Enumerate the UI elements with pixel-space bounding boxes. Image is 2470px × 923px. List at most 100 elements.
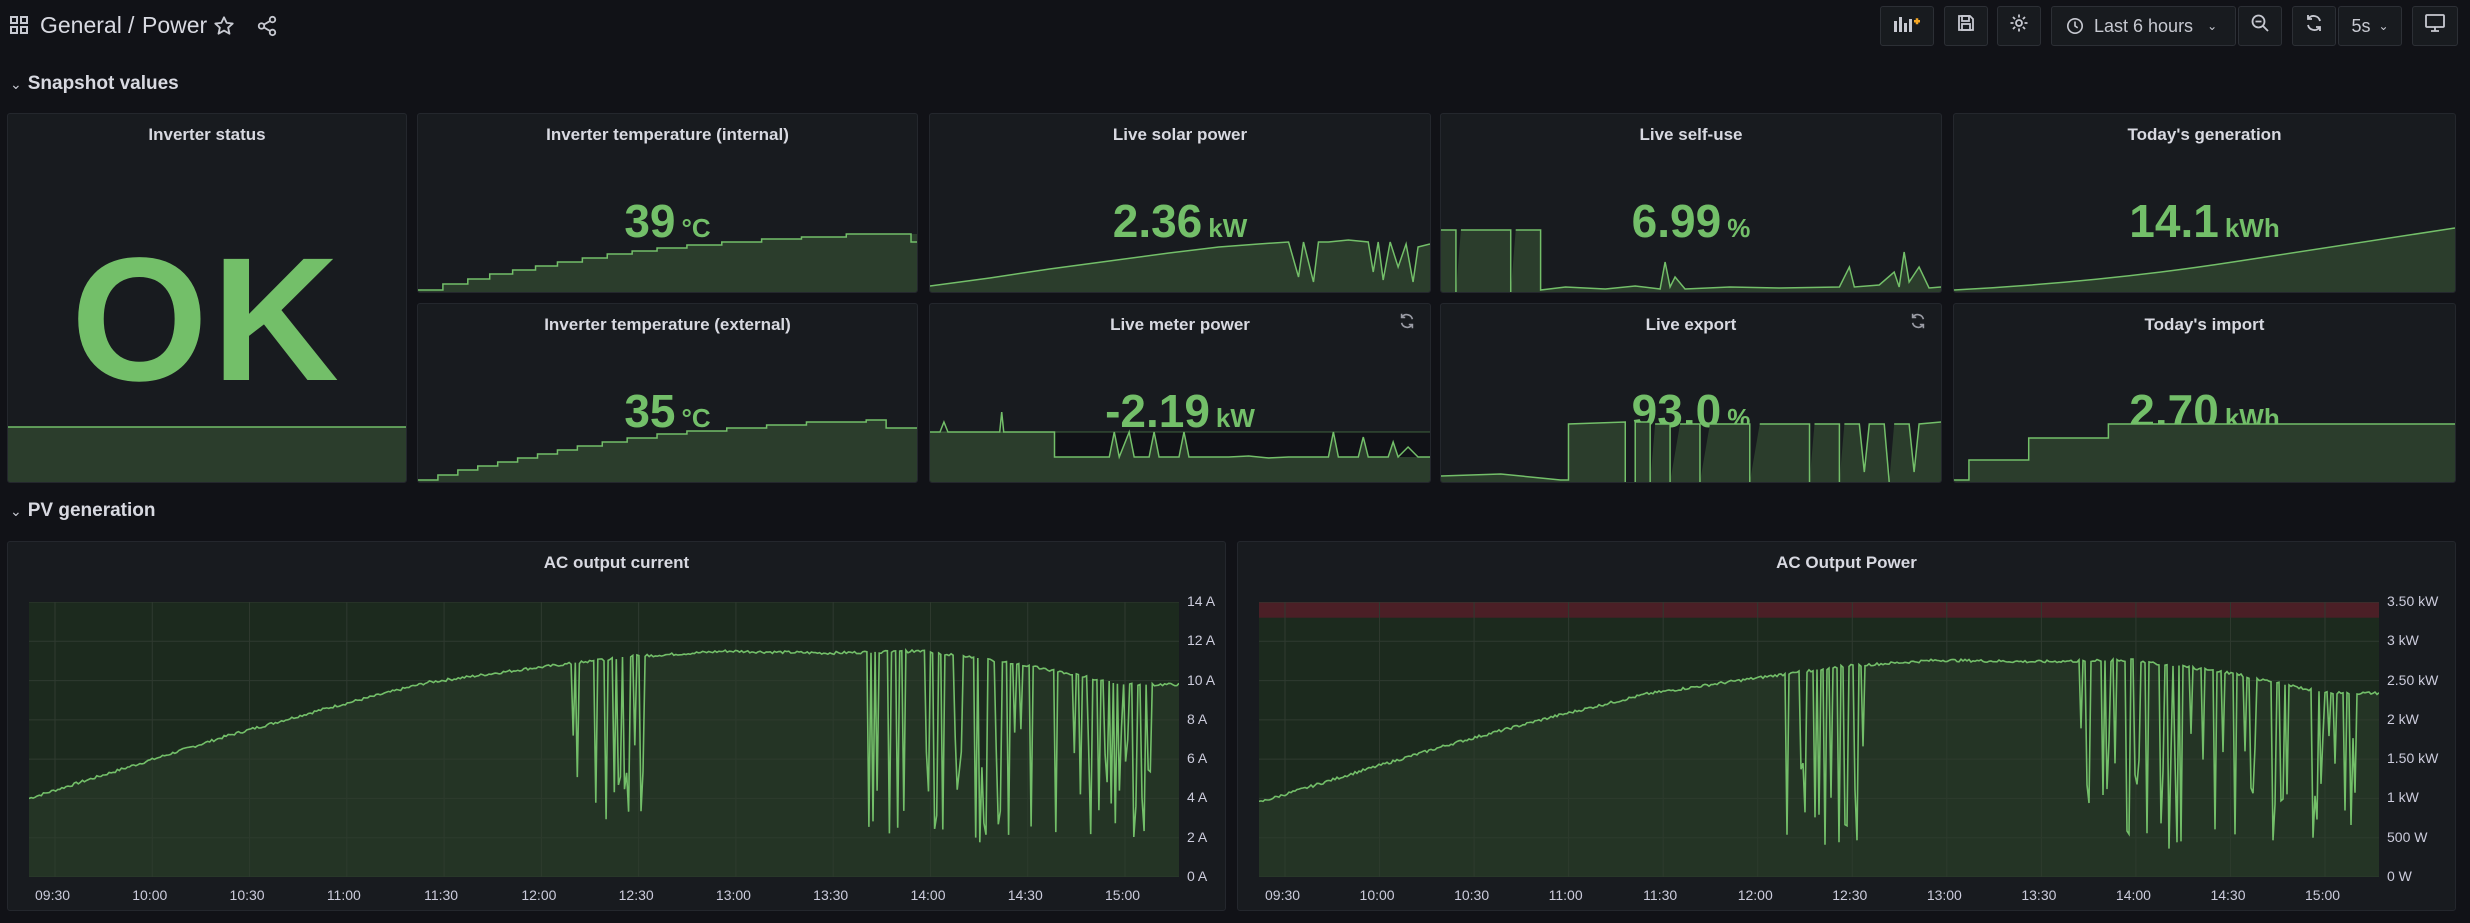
- y-tick-label: 8 A: [1187, 710, 1208, 727]
- stat-value: 14.1 kWh: [2129, 195, 2280, 247]
- sparkline: [1441, 229, 1941, 292]
- stat-value: 35 °C: [624, 385, 711, 437]
- breadcrumb-dashboard[interactable]: Power: [142, 12, 208, 38]
- chevron-down-icon: ⌄: [2378, 19, 2389, 33]
- y-tick-label: 1 kW: [2387, 789, 2419, 806]
- panel-title: Inverter temperature (external): [544, 315, 791, 334]
- panel-title: Live meter power: [1110, 315, 1250, 334]
- x-tick-label: 09:30: [1265, 887, 1301, 903]
- x-tick-label: 13:00: [1926, 887, 1962, 903]
- x-tick-label: 14:00: [910, 887, 946, 903]
- x-tick-label: 14:30: [2210, 887, 2246, 903]
- x-tick-label: 10:00: [1359, 887, 1395, 903]
- y-tick-label: 0 A: [1187, 868, 1208, 884]
- star-icon[interactable]: [212, 14, 236, 38]
- y-tick-label: 12 A: [1187, 632, 1216, 649]
- row-header-pv-generation[interactable]: ⌄ PV generation: [10, 500, 155, 522]
- panel-title: AC output current: [543, 553, 690, 572]
- x-tick-label: 14:30: [1007, 887, 1043, 903]
- x-tick-label: 15:00: [2305, 887, 2341, 903]
- panel-live-export[interactable]: Live export 93.0%: [1440, 303, 1942, 483]
- time-range-picker[interactable]: Last 6 hours ⌄: [2051, 6, 2236, 46]
- y-tick-label: 10 A: [1187, 671, 1216, 688]
- stat-value: 2.36 kW: [1112, 195, 1248, 247]
- grid-icon[interactable]: [8, 14, 30, 36]
- x-tick-label: 13:00: [715, 887, 751, 903]
- refresh-interval-picker[interactable]: 5s ⌄: [2338, 6, 2402, 46]
- x-tick-label: 15:00: [1105, 887, 1141, 903]
- panel-inverter-status[interactable]: Inverter status OK: [7, 113, 407, 483]
- panel-title: Live export: [1645, 315, 1737, 334]
- timeseries-plot[interactable]: [29, 602, 1179, 877]
- timeseries-plot[interactable]: [1259, 602, 2379, 877]
- save-dashboard-button[interactable]: [1944, 6, 1988, 46]
- panel-todays-generation[interactable]: Today's generation 14.1 kWh: [1953, 113, 2456, 293]
- sparkline: [930, 239, 1430, 292]
- x-tick-label: 10:30: [1454, 887, 1490, 903]
- add-panel-button[interactable]: [1880, 6, 1934, 46]
- panel-title: Live solar power: [1112, 125, 1248, 144]
- sparkline: [8, 426, 406, 482]
- y-tick-label: 2 kW: [2387, 710, 2419, 727]
- sparkline: [418, 419, 917, 482]
- panel-temp-external[interactable]: Inverter temperature (external) 35 °C: [417, 303, 918, 483]
- zoom-out-button[interactable]: [2238, 6, 2282, 46]
- sparkline: [930, 412, 1430, 482]
- y-tick-label: 2.50 kW: [2387, 671, 2439, 688]
- top-navbar: General / Power: [0, 0, 2470, 52]
- x-tick-label: 12:00: [521, 887, 557, 903]
- stat-value: 6.99%: [1631, 195, 1751, 247]
- x-tick-label: 11:30: [1643, 887, 1678, 903]
- clock-icon: [2066, 17, 2084, 35]
- panel-title: Live self-use: [1639, 125, 1743, 144]
- y-tick-label: 1.50 kW: [2387, 750, 2439, 767]
- chevron-down-icon: ⌄: [2207, 19, 2218, 33]
- panel-ac-output-current[interactable]: AC output current 0 A 2 A 4 A 6 A 8 A 10 A 12 …: [7, 541, 1226, 911]
- panel-todays-import[interactable]: Today's import 2.70 kWh: [1953, 303, 2456, 483]
- x-tick-label: 13:30: [2021, 887, 2057, 903]
- panel-ac-output-power[interactable]: AC Output Power 0 W 500 W 1 kW 1.50 kW 2 kW 2…: [1237, 541, 2456, 911]
- refresh-button[interactable]: [2292, 6, 2336, 46]
- x-tick-label: 14:00: [2115, 887, 2151, 903]
- y-tick-label: 3 kW: [2387, 632, 2419, 649]
- x-tick-label: 09:30: [35, 887, 71, 903]
- x-tick-label: 10:00: [132, 887, 168, 903]
- panel-live-self-use[interactable]: Live self-use 6.99%: [1440, 113, 1942, 293]
- panel-title: AC Output Power: [1776, 553, 1917, 572]
- y-tick-label: 0 W: [2387, 868, 2412, 884]
- dashboard-settings-button[interactable]: [1997, 6, 2041, 46]
- x-tick-label: 13:30: [813, 887, 849, 903]
- sparkline: [1441, 421, 1941, 482]
- panel-title: Inverter temperature (internal): [546, 125, 789, 144]
- refresh-icon: [1398, 312, 1418, 332]
- panel-live-meter-power[interactable]: Live meter power -2.19 kW: [929, 303, 1431, 483]
- x-tick-label: 12:30: [618, 887, 654, 903]
- stat-value: OK: [71, 222, 343, 418]
- panel-temp-internal[interactable]: Inverter temperature (internal) 39 °C: [417, 113, 918, 293]
- y-tick-label: 6 A: [1187, 750, 1208, 767]
- sparkline: [1954, 227, 2455, 292]
- breadcrumb-folder[interactable]: General: [40, 12, 122, 38]
- row-header-snapshot[interactable]: ⌄ Snapshot values: [10, 73, 179, 95]
- row-title: PV generation: [27, 500, 156, 521]
- threshold-band: [1259, 602, 2379, 618]
- share-icon[interactable]: [255, 14, 279, 38]
- x-tick-label: 11:00: [1548, 887, 1583, 903]
- series-line: [29, 648, 1179, 843]
- x-tick-label: 12:00: [1737, 887, 1773, 903]
- zoom-out-icon: [2250, 13, 2270, 39]
- refresh-icon: [1909, 312, 1929, 332]
- series-area: [1259, 659, 2379, 877]
- tv-mode-button[interactable]: [2412, 6, 2458, 46]
- stat-value: -2.19 kW: [1105, 385, 1255, 437]
- series-line: [1259, 657, 2379, 849]
- panel-title: Inverter status: [148, 125, 266, 144]
- refresh-interval-label: 5s: [2351, 15, 2371, 36]
- breadcrumb-separator: /: [128, 12, 135, 38]
- x-tick-label: 10:30: [229, 887, 265, 903]
- refresh-icon: [2304, 13, 2324, 39]
- panel-live-solar-power[interactable]: Live solar power 2.36 kW: [929, 113, 1431, 293]
- add-panel-icon: [1892, 12, 1922, 40]
- tv-mode-icon: [2424, 13, 2446, 39]
- y-tick-label: 500 W: [2387, 828, 2428, 845]
